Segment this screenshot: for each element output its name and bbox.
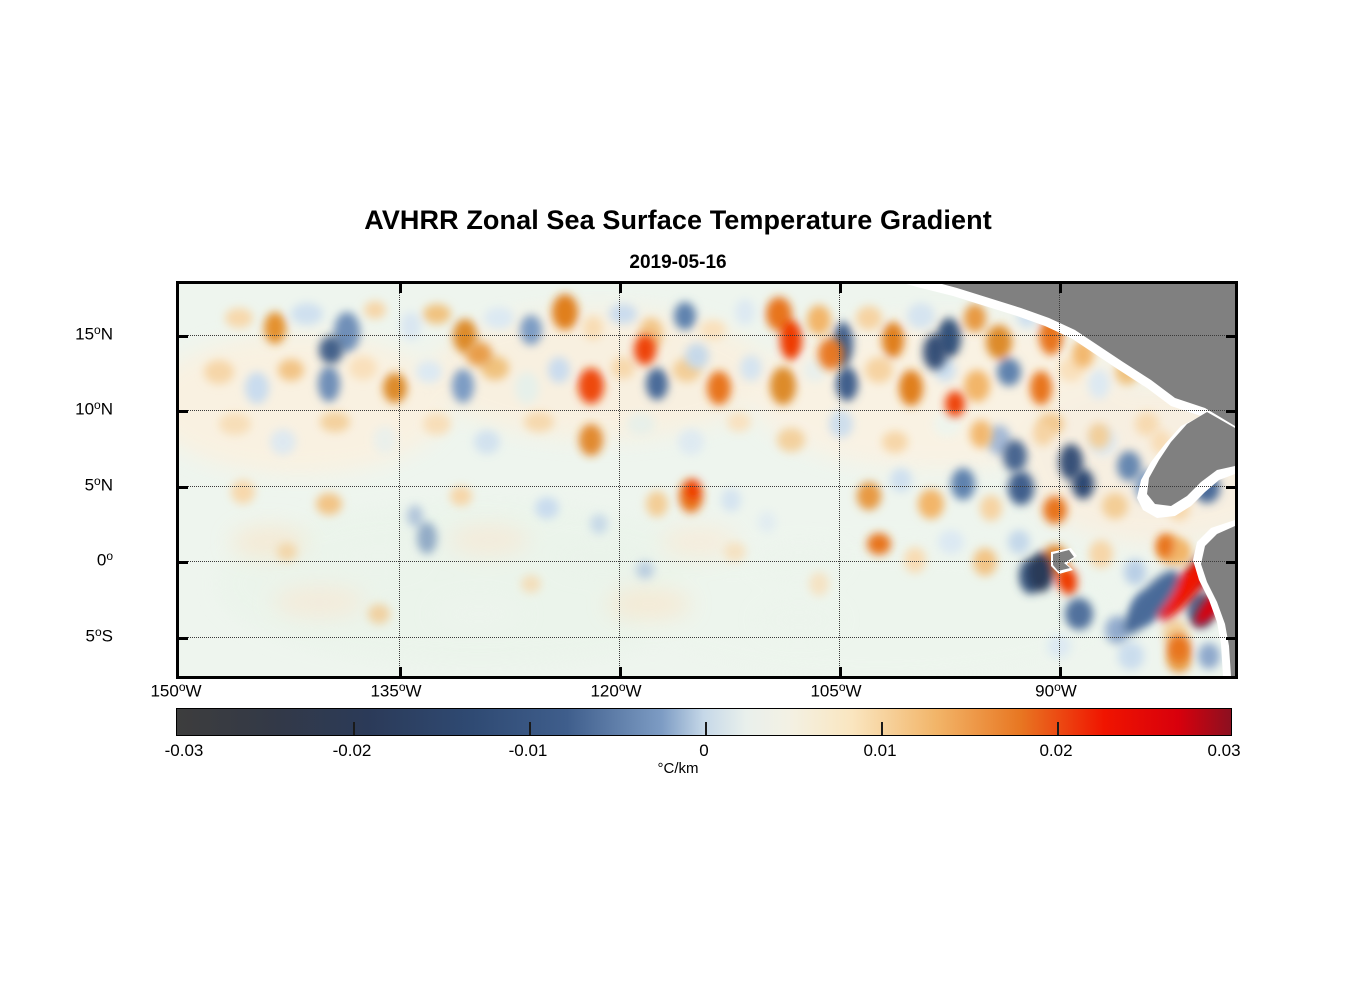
map-axes: [176, 281, 1238, 679]
tick-lat-0: [179, 561, 188, 564]
colorbar-tick-0: [705, 722, 707, 735]
gridline-lon-90W: [1059, 284, 1060, 676]
grid-layer: [179, 284, 1235, 676]
tick-lon-135W: [399, 667, 402, 676]
tick-lat-5S: [179, 637, 188, 640]
y-tick-label-15N: 15oN: [75, 323, 113, 344]
y-tick-label-0: 0o: [96, 549, 113, 570]
colorbar[interactable]: [176, 708, 1232, 736]
tick-lat-5S-right: [1226, 637, 1235, 640]
colorbar-tick--0.02: [353, 722, 355, 735]
tick-lon-90W: [1059, 667, 1062, 676]
gridline-lon-105W: [839, 284, 840, 676]
tick-lon-135W-top: [399, 284, 402, 293]
colorbar-tick-0.01: [881, 722, 883, 735]
tick-lat-10N: [179, 410, 188, 413]
colorbar-label--0.03: -0.03: [164, 741, 204, 760]
central-america-isthmus: [1137, 412, 1235, 518]
tick-lon-105W: [839, 667, 842, 676]
colorbar-label--0.01: -0.01: [508, 741, 548, 760]
tick-lat-15N-right: [1226, 335, 1235, 338]
gridline-lon-120W: [619, 284, 620, 676]
figure-subtitle-date: 2019-05-16: [629, 252, 727, 273]
colorbar-label-0: 0: [699, 741, 709, 760]
tick-lon-105W-top: [839, 284, 842, 293]
gridline-lat-15N: [179, 335, 1235, 336]
tick-lat-15N: [179, 335, 188, 338]
gridline-lat-0: [179, 561, 1235, 562]
tick-lat-0-right: [1226, 561, 1235, 564]
tick-lat-5N-right: [1226, 486, 1235, 489]
y-tick-label-5S: 5oS: [85, 625, 114, 646]
colorbar-label-0.03: 0.03: [1207, 741, 1241, 760]
tick-lat-5N: [179, 486, 188, 489]
colorbar-unit-label: °C/km: [657, 760, 699, 777]
page-title: AVHRR Zonal Sea Surface Temperature Grad…: [364, 205, 992, 235]
tick-lon-120W: [619, 667, 622, 676]
tick-lat-10N-right: [1226, 410, 1235, 413]
gridline-lat-10N: [179, 410, 1235, 411]
x-tick-label-105W: 105oW: [810, 680, 862, 701]
central-america-north: [906, 284, 1235, 434]
tick-lon-120W-top: [619, 284, 622, 293]
y-tick-label-5N: 5oN: [84, 474, 113, 495]
colorbar-label-0.01: 0.01: [863, 741, 897, 760]
y-tick-label-10N: 10oN: [75, 398, 113, 419]
gridline-lat-5N: [179, 486, 1235, 487]
x-tick-label-90W: 90oW: [1035, 680, 1077, 701]
gridline-lat-5S: [179, 637, 1235, 638]
x-tick-label-120W: 120oW: [590, 680, 642, 701]
colorbar-tick-0.02: [1057, 722, 1059, 735]
tick-lon-90W-top: [1059, 284, 1062, 293]
colorbar-gradient: [177, 709, 1231, 735]
colorbar-label-0.02: 0.02: [1039, 741, 1073, 760]
colorbar-tick--0.01: [529, 722, 531, 735]
colorbar-label--0.02: -0.02: [332, 741, 372, 760]
x-tick-label-150W: 150oW: [150, 680, 202, 701]
x-tick-label-135W: 135oW: [370, 680, 422, 701]
gridline-lon-135W: [399, 284, 400, 676]
